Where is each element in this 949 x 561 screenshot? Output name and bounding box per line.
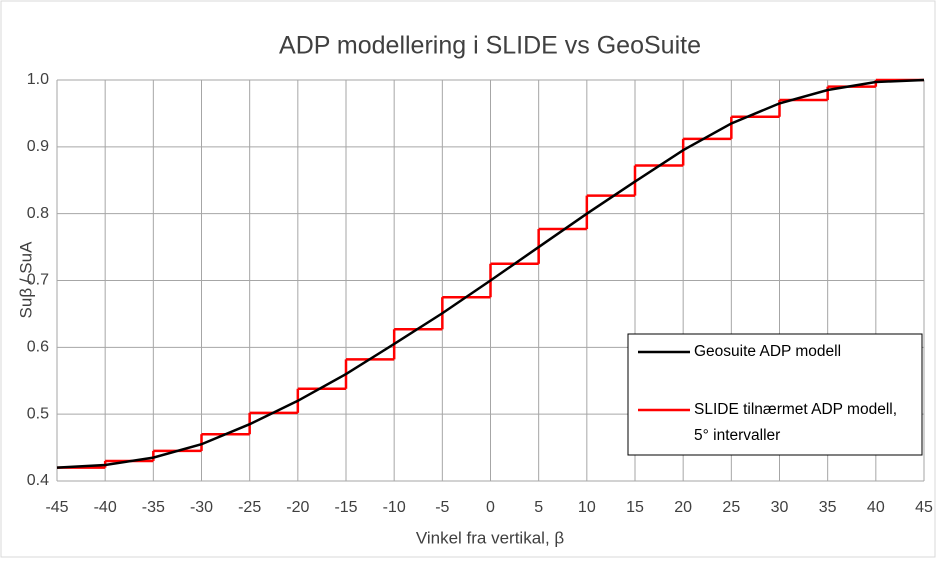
y-axis-title: Suβ / SuA (16, 241, 35, 319)
legend-label: SLIDE tilnærmet ADP modell, 5° intervalle… (694, 401, 897, 444)
y-tick-label: 0.8 (27, 205, 49, 222)
x-tick-label: 45 (915, 499, 933, 516)
x-tick-label: 0 (486, 499, 495, 516)
x-tick-label: 25 (722, 499, 740, 516)
legend-box (627, 333, 923, 456)
x-tick-label: -35 (142, 499, 165, 516)
y-tick-label: 0.6 (27, 339, 49, 356)
x-tick-label: 15 (626, 499, 644, 516)
x-tick-label: 35 (819, 499, 837, 516)
x-tick-label: 30 (771, 499, 789, 516)
x-tick-label: 40 (867, 499, 885, 516)
y-tick-label: 0.4 (27, 472, 49, 489)
x-tick-label: -20 (286, 499, 309, 516)
x-tick-label: -45 (45, 499, 68, 516)
y-tick-label: 0.9 (27, 138, 49, 155)
x-tick-label: 10 (578, 499, 596, 516)
x-tick-label: -5 (435, 499, 449, 516)
chart-title: ADP modellering i SLIDE vs GeoSuite (279, 32, 701, 60)
y-tick-label: 1.0 (27, 71, 49, 88)
y-tick-label: 0.5 (27, 405, 49, 422)
legend: Geosuite ADP modell SLIDE tilnærmet ADP m… (627, 333, 923, 456)
x-tick-label: -30 (190, 499, 213, 516)
x-tick-label: -25 (238, 499, 261, 516)
x-tick-label: -10 (383, 499, 406, 516)
y-tick-label: 0.7 (27, 272, 49, 289)
legend-label: Geosuite ADP modell (694, 343, 841, 360)
x-tick-label: 5 (534, 499, 543, 516)
line-series (56, 78, 925, 469)
x-axis-title: Vinkel fra vertikal, β (416, 528, 565, 547)
x-tick-label: -40 (94, 499, 117, 516)
x-tick-label: -15 (334, 499, 357, 516)
x-tick-label: 20 (674, 499, 692, 516)
